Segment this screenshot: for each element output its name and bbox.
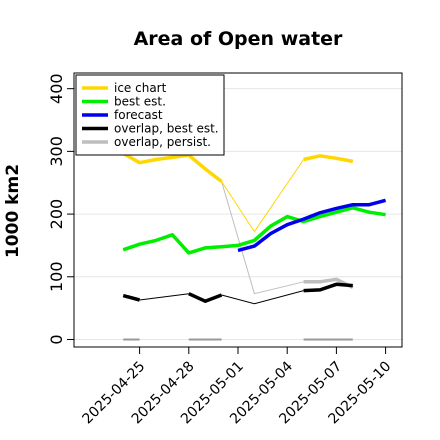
series-overlap-best-est-connector-1 xyxy=(221,290,304,305)
series-forecast-line-0 xyxy=(237,198,387,253)
series-overlap-best-est-line-2 xyxy=(303,282,353,293)
legend-label-overlap-persist: overlap, persist. xyxy=(114,135,211,149)
y-tick-label-300: 300 xyxy=(47,136,66,167)
series-ice-chart-line-0 xyxy=(122,151,223,183)
series-overlap-best-est-connector-0 xyxy=(139,293,189,301)
legend-label-overlap-best-est: overlap, best est. xyxy=(114,122,219,136)
series-ice-chart-line-1 xyxy=(303,154,354,164)
y-tick-label-0: 0 xyxy=(47,334,66,344)
series-overlap-best-est-line-1 xyxy=(188,292,223,303)
series-ice-chart-connector-0 xyxy=(221,159,305,233)
y-axis-label: 1000 km2 xyxy=(3,164,23,258)
legend-label-ice-chart: ice chart xyxy=(114,81,167,95)
legend-label-best-est: best est. xyxy=(114,95,166,109)
series-overlap-persist-connector-0 xyxy=(221,181,304,295)
chart-title: Area of Open water xyxy=(134,28,343,50)
legend-label-forecast: forecast xyxy=(114,108,163,122)
series-best-est-line-0 xyxy=(122,206,386,255)
series-overlap-best-est-line-0 xyxy=(122,293,141,302)
y-tick-label-100: 100 xyxy=(47,262,66,293)
y-tick-label-400: 400 xyxy=(47,73,66,104)
y-tick-label-200: 200 xyxy=(47,199,66,230)
